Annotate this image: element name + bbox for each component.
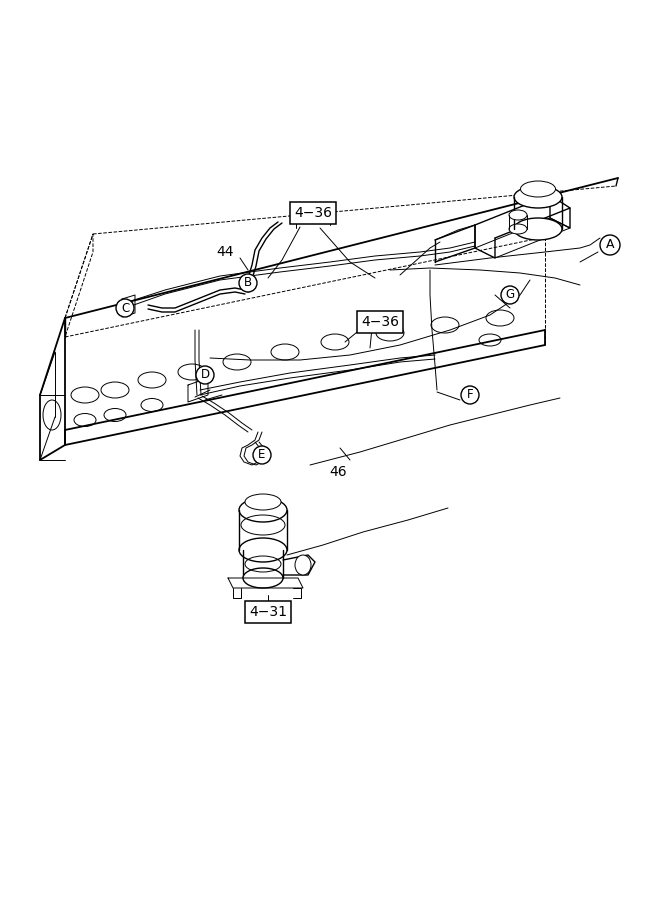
- Text: 4−36: 4−36: [294, 206, 332, 220]
- Circle shape: [116, 299, 134, 317]
- Text: D: D: [201, 368, 209, 382]
- Text: E: E: [258, 448, 265, 462]
- Ellipse shape: [245, 494, 281, 510]
- Ellipse shape: [239, 538, 287, 562]
- Text: C: C: [121, 302, 129, 314]
- Ellipse shape: [509, 224, 527, 234]
- Circle shape: [600, 235, 620, 255]
- Text: F: F: [467, 389, 474, 401]
- Ellipse shape: [295, 555, 311, 575]
- Ellipse shape: [520, 181, 556, 197]
- Ellipse shape: [239, 498, 287, 522]
- Text: 4−31: 4−31: [249, 605, 287, 619]
- Circle shape: [196, 366, 214, 384]
- Text: 44: 44: [216, 245, 233, 259]
- Ellipse shape: [514, 186, 562, 208]
- Circle shape: [501, 286, 519, 304]
- Text: 46: 46: [329, 465, 347, 479]
- Ellipse shape: [243, 568, 283, 588]
- Circle shape: [461, 386, 479, 404]
- Text: A: A: [606, 238, 614, 251]
- Text: 4−36: 4−36: [361, 315, 399, 329]
- Ellipse shape: [514, 218, 562, 240]
- Text: B: B: [244, 276, 252, 290]
- Text: G: G: [506, 289, 514, 302]
- Ellipse shape: [509, 210, 527, 220]
- Circle shape: [239, 274, 257, 292]
- Circle shape: [253, 446, 271, 464]
